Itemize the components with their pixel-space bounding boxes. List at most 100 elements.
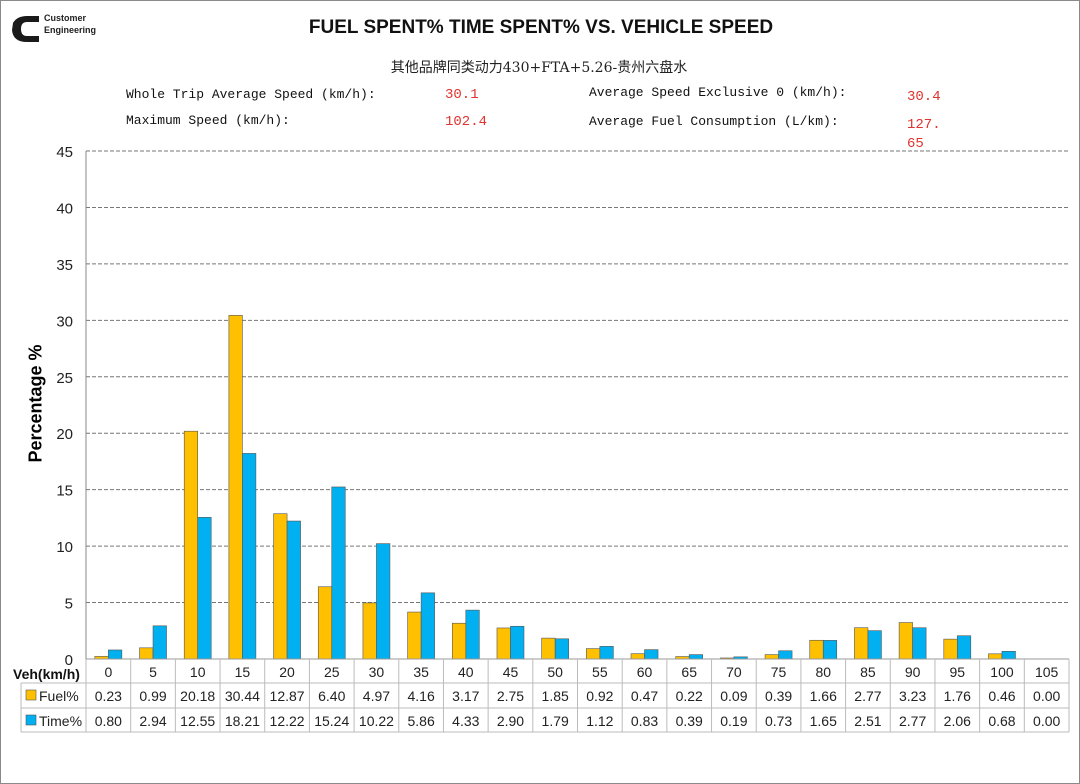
y-tick-label: 45 [56,144,73,161]
table-cell: 10.22 [359,713,394,729]
table-cell: 0.00 [1033,713,1060,729]
bar-fuel [541,637,556,660]
bar-fuel [720,657,735,660]
bar-fuel [94,656,109,660]
table-cell: 1.65 [810,713,837,729]
brand-line-2: Engineering [44,25,97,35]
table-cell: 2.77 [899,713,926,729]
x-tick-label: 50 [547,664,563,680]
table-cell: 2.51 [854,713,881,729]
bar-fuel [496,627,511,660]
legend-fuel-swatch-icon [25,689,37,701]
chart-title: FUEL SPENT% TIME SPENT% VS. VEHICLE SPEE… [308,17,774,38]
bar-time [376,543,391,660]
bar-fuel [809,639,824,660]
whole-trip-speed-label: Whole Trip Average Speed (km/h): [126,87,376,102]
y-tick-label: 0 [65,652,73,669]
table-cell: 0.99 [139,688,166,704]
table-cell: 2.94 [139,713,166,729]
table-cell: 1.12 [586,713,613,729]
avg-fuel-value-2: 65 [907,136,924,152]
x-tick-label: 25 [324,664,340,680]
table-cell: 30.44 [225,688,260,704]
bar-time [688,654,704,660]
bar-time [912,627,927,660]
avg-speed-excl0-label: Average Speed Exclusive 0 (km/h): [589,85,847,100]
y-tick-label: 20 [56,426,73,443]
bar-time [822,640,838,660]
table-cell: 0.46 [988,688,1015,704]
x-tick-label: 45 [503,664,519,680]
table-cell: 3.23 [899,688,926,704]
bar-fuel [273,513,288,660]
x-tick-label: 85 [860,664,876,680]
table-cell: 2.77 [854,688,881,704]
x-tick-label: 20 [279,664,295,680]
y-tick-label: 5 [65,596,73,613]
x-tick-label: 5 [149,664,157,680]
table-cell: 0.09 [720,688,747,704]
table-cell: 15.24 [314,713,349,729]
table-cell: 0.39 [765,688,792,704]
avg-speed-excl0-value: 30.4 [907,89,941,105]
x-tick-label: 95 [950,664,966,680]
bar-time [465,609,480,660]
table-cell: 6.40 [318,688,345,704]
table-cell: 2.75 [497,688,524,704]
bar-time [956,635,972,660]
brand-logo-icon [12,16,39,42]
table-cell: 12.55 [180,713,215,729]
bar-time [242,453,257,660]
y-tick-label: 40 [56,200,73,217]
bar-fuel [943,638,958,660]
bar-time [108,649,123,660]
x-tick-label: 30 [369,664,385,680]
x-tick-label: 100 [990,664,1014,680]
bar-fuel [988,653,1003,660]
bar-time [420,592,435,660]
bar-fuel [451,622,467,660]
bar-fuel [764,654,779,660]
brand-text: Customer Engineering [44,12,96,36]
bar-time [197,517,212,660]
brand-line-1: Customer [44,13,87,23]
avg-fuel-value-1: 127. [907,117,941,133]
table-cell: 2.06 [944,713,971,729]
y-tick-label: 15 [56,483,73,500]
bar-time [331,486,346,660]
table-cell: 0.00 [1033,688,1060,704]
table-cell: 5.86 [407,713,434,729]
max-speed-label: Maximum Speed (km/h): [126,113,290,128]
table-cell: 0.22 [676,688,703,704]
x-tick-label: 70 [726,664,742,680]
x-tick-label: 40 [458,664,474,680]
table-cell: 20.18 [180,688,215,704]
bar-time [867,630,882,660]
table-cell: 1.76 [944,688,971,704]
x-tick-label: 75 [771,664,787,680]
table-cell: 12.22 [270,713,305,729]
bar-time [510,625,525,660]
y-tick-label: 10 [56,539,73,556]
x-tick-label: 15 [235,664,251,680]
bar-time [554,638,569,660]
table-cell: 12.87 [270,688,305,704]
table-cell: 0.92 [586,688,613,704]
table-cell: 0.39 [676,713,703,729]
bar-fuel [630,653,645,660]
y-axis-label: Percentage % [25,344,46,463]
legend-label: Fuel% [39,688,79,704]
legend-time-swatch-icon [25,714,37,726]
table-cell: 4.16 [407,688,434,704]
bar-time [778,650,793,660]
table-cell: 0.73 [765,713,792,729]
legend-label: Time% [39,713,82,729]
table-cell: 0.83 [631,713,658,729]
x-tick-label: 105 [1035,664,1059,680]
table-cell: 1.85 [542,688,569,704]
table-cell: 4.97 [363,688,390,704]
table-cell: 0.19 [720,713,747,729]
x-tick-label: 60 [637,664,653,680]
bar-time [286,520,301,660]
